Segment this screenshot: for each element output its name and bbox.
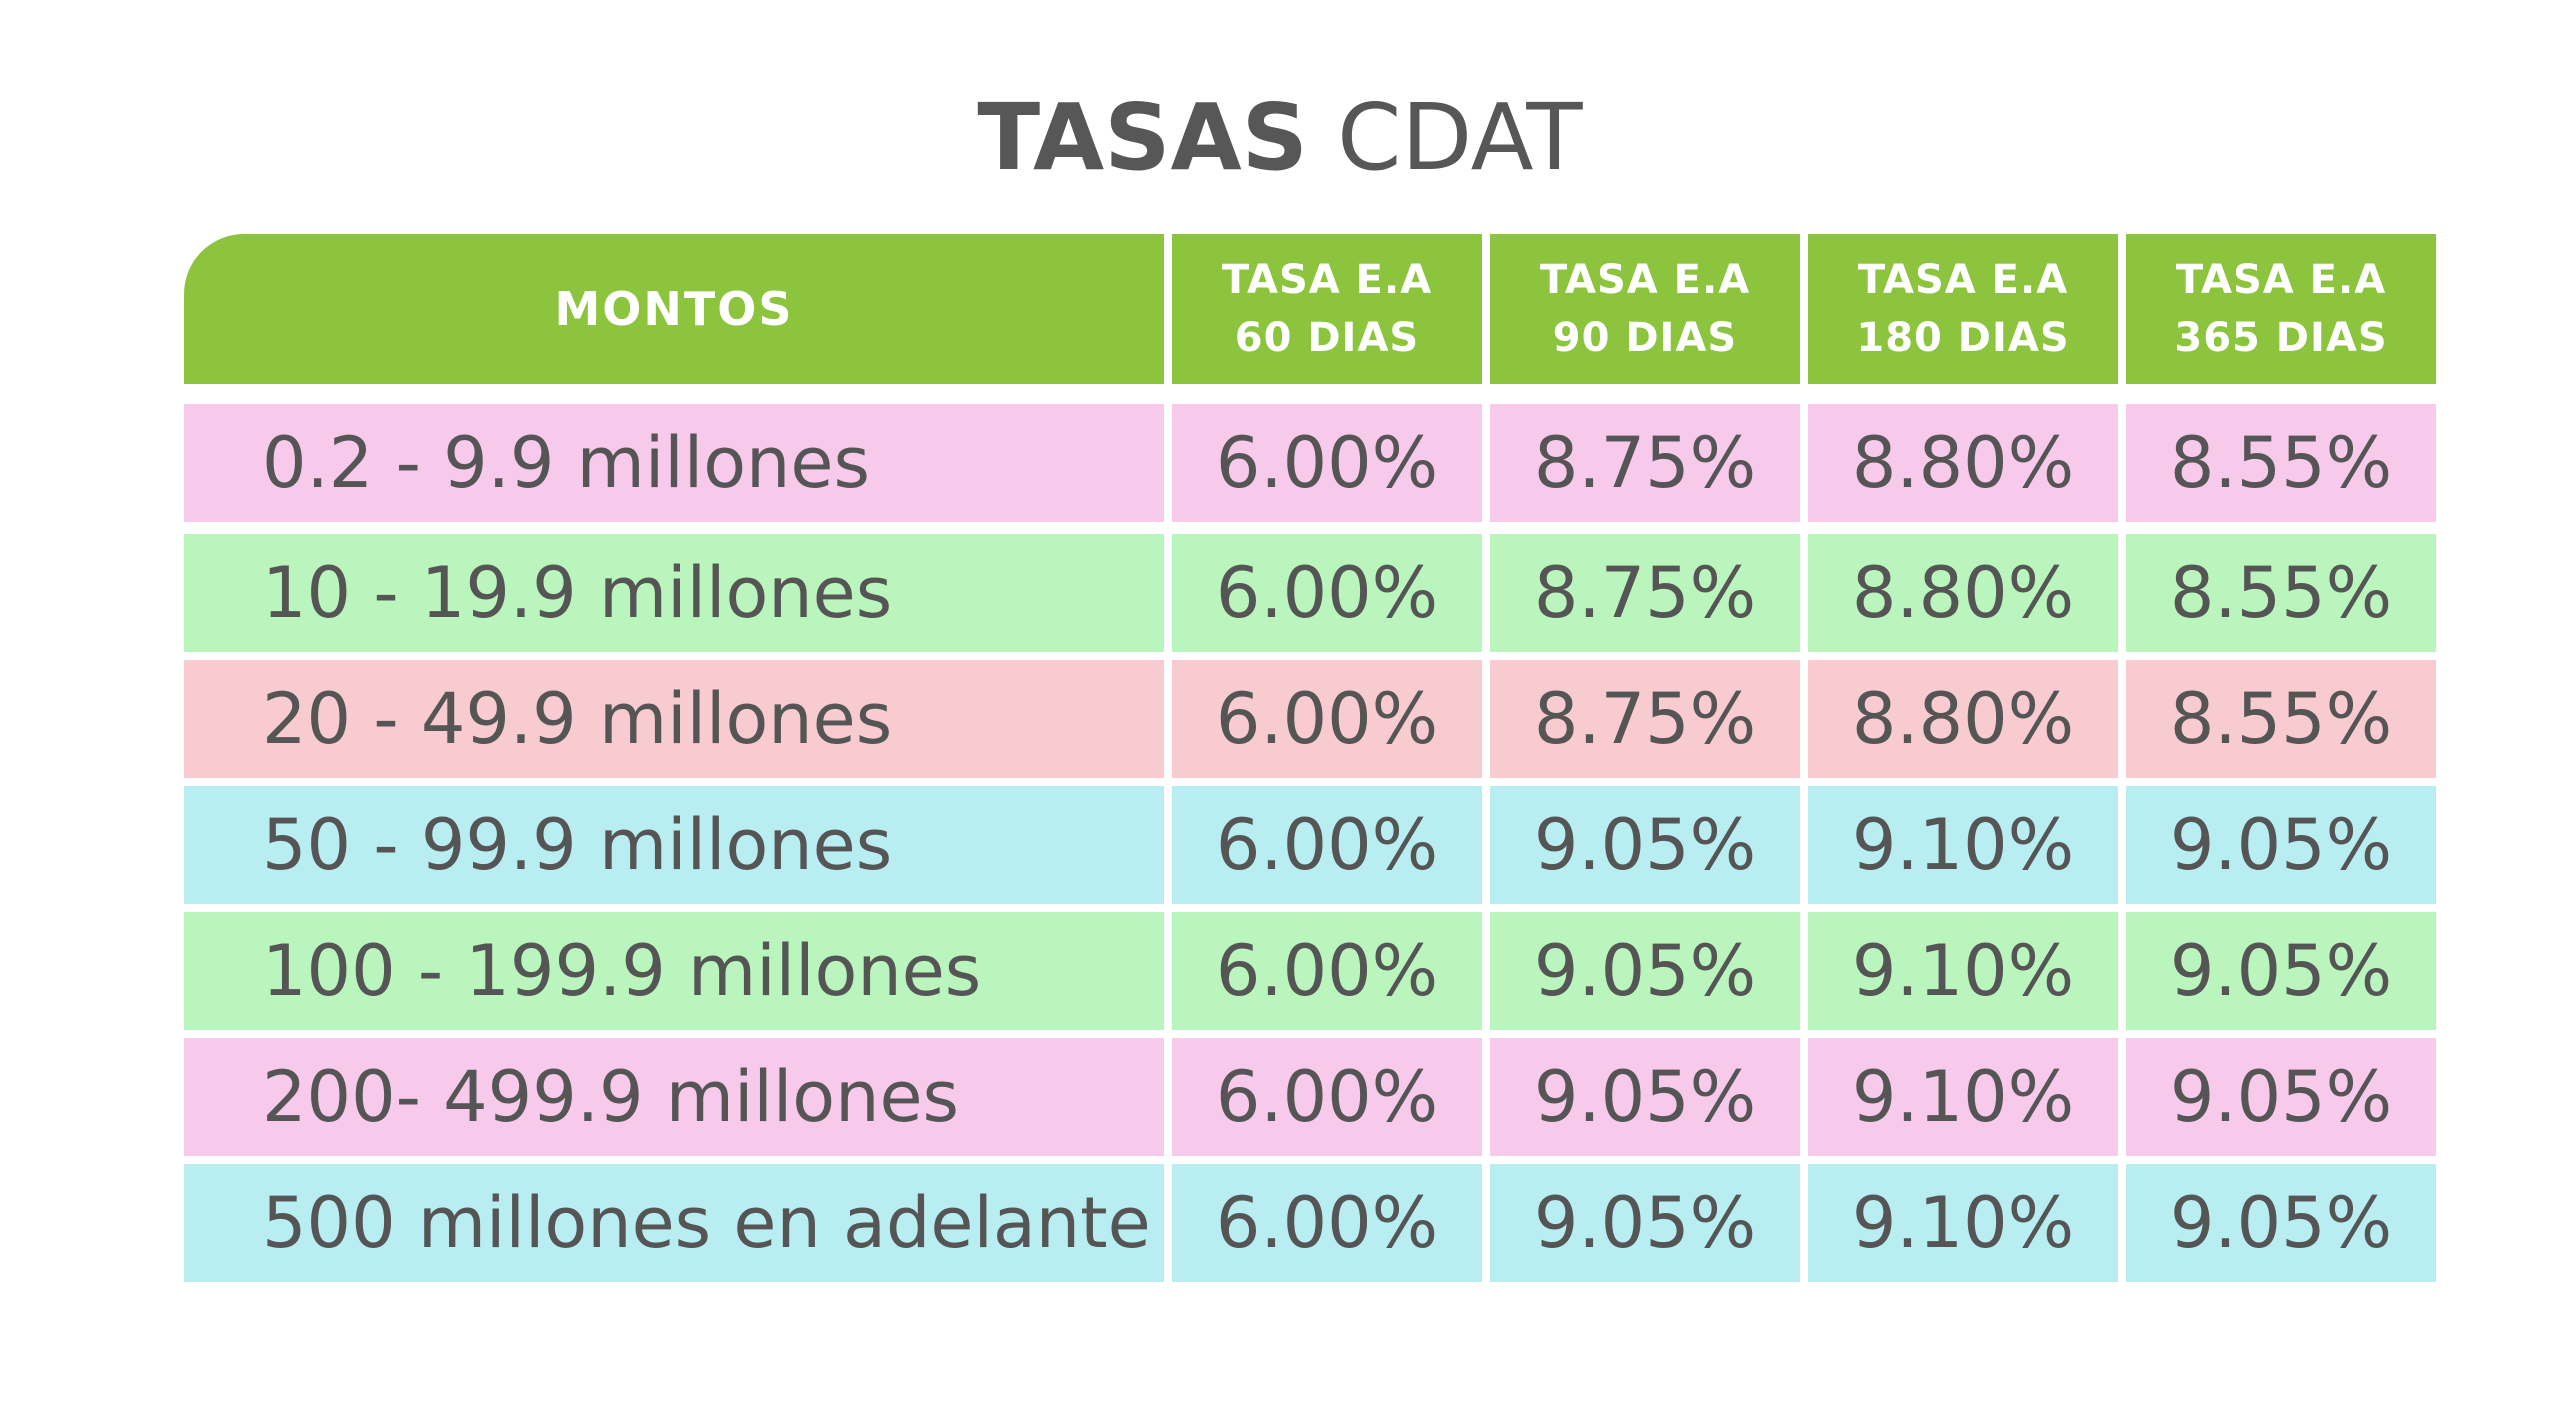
title-bold: TASAS — [977, 84, 1308, 191]
header-montos: MONTOS — [184, 234, 1164, 384]
header-line1: TASA E.A — [2175, 257, 2387, 303]
header-line1: TASA E.A — [1221, 257, 1433, 303]
rate-cell: 9.05% — [2126, 912, 2436, 1030]
amount-cell: 200- 499.9 millones — [184, 1038, 1164, 1156]
rate-cell: 9.05% — [2126, 1164, 2436, 1282]
rate-cell: 6.00% — [1172, 1164, 1482, 1282]
header-line2: 60 DIAS — [1234, 315, 1420, 361]
rate-cell: 8.80% — [1808, 660, 2118, 778]
page-title: TASAS CDAT — [0, 92, 2560, 184]
rate-cell: 9.10% — [1808, 786, 2118, 904]
title-light: CDAT — [1337, 84, 1583, 191]
rate-cell: 6.00% — [1172, 404, 1482, 522]
rate-cell: 6.00% — [1172, 912, 1482, 1030]
rate-cell: 8.75% — [1490, 534, 1800, 652]
amount-cell: 50 - 99.9 millones — [184, 786, 1164, 904]
rate-cell: 9.10% — [1808, 1164, 2118, 1282]
amount-cell: 20 - 49.9 millones — [184, 660, 1164, 778]
header-60-dias: TASA E.A 60 DIAS — [1172, 234, 1482, 384]
rate-cell: 9.05% — [1490, 912, 1800, 1030]
amount-cell: 0.2 - 9.9 millones — [184, 404, 1164, 522]
rate-cell: 8.55% — [2126, 534, 2436, 652]
rate-cell: 9.10% — [1808, 1038, 2118, 1156]
rate-cell: 6.00% — [1172, 786, 1482, 904]
rate-cell: 9.05% — [2126, 786, 2436, 904]
header-line1: TASA E.A — [1857, 257, 2069, 303]
header-line2: 365 DIAS — [2174, 315, 2388, 361]
rate-cell: 8.55% — [2126, 404, 2436, 522]
header-365-dias: TASA E.A 365 DIAS — [2126, 234, 2436, 384]
amount-cell: 10 - 19.9 millones — [184, 534, 1164, 652]
rate-cell: 9.05% — [1490, 786, 1800, 904]
rate-cell: 8.75% — [1490, 404, 1800, 522]
header-line1: TASA E.A — [1539, 257, 1751, 303]
rate-cell: 6.00% — [1172, 534, 1482, 652]
header-line2: 180 DIAS — [1856, 315, 2070, 361]
rate-cell: 8.80% — [1808, 534, 2118, 652]
amount-cell: 500 millones en adelante — [184, 1164, 1164, 1282]
header-180-dias: TASA E.A 180 DIAS — [1808, 234, 2118, 384]
rate-cell: 9.05% — [2126, 1038, 2436, 1156]
amount-cell: 100 - 199.9 millones — [184, 912, 1164, 1030]
header-line2: 90 DIAS — [1552, 315, 1738, 361]
header-montos-label: MONTOS — [554, 281, 794, 336]
header-90-dias: TASA E.A 90 DIAS — [1490, 234, 1800, 384]
rate-cell: 9.10% — [1808, 912, 2118, 1030]
rate-cell: 8.55% — [2126, 660, 2436, 778]
rate-cell: 9.05% — [1490, 1038, 1800, 1156]
rate-cell: 8.80% — [1808, 404, 2118, 522]
rate-cell: 9.05% — [1490, 1164, 1800, 1282]
rate-cell: 6.00% — [1172, 1038, 1482, 1156]
rate-cell: 8.75% — [1490, 660, 1800, 778]
rate-cell: 6.00% — [1172, 660, 1482, 778]
